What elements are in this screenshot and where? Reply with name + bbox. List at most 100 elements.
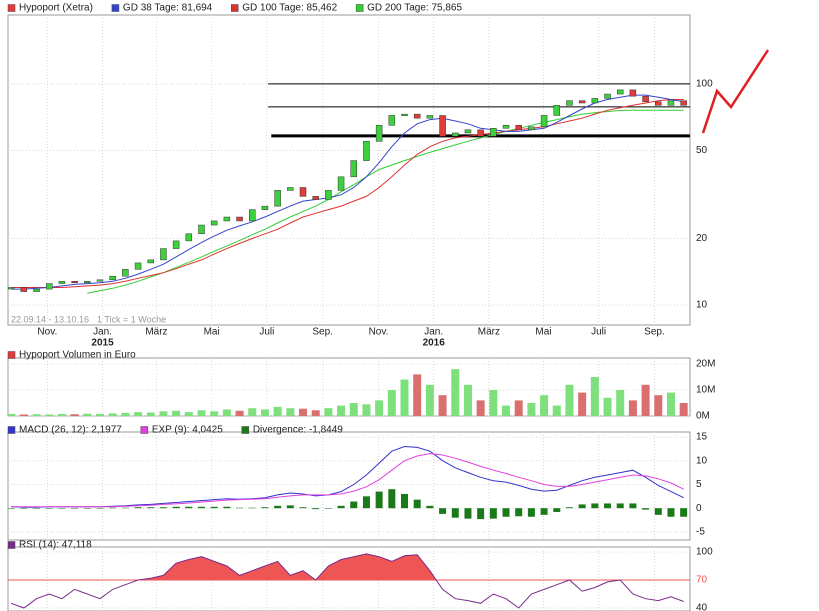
- volume-bar: [311, 410, 320, 416]
- candle: [604, 93, 611, 99]
- legend-label: EXP (9): 4,0425: [152, 425, 223, 436]
- volume-bar: [83, 413, 92, 416]
- divergence-bar: [591, 503, 599, 509]
- candle: [299, 187, 307, 197]
- x-year-label: 2015: [91, 338, 114, 349]
- candle: [20, 287, 28, 292]
- legend-swatch: [7, 351, 16, 359]
- y-tick-label: 100: [696, 547, 713, 558]
- x-tick-label: Nov.: [369, 327, 389, 338]
- divergence-bar: [642, 508, 650, 510]
- candle: [375, 125, 383, 142]
- legend-label: Hypoport (Xetra): [19, 3, 93, 14]
- volume-bar: [425, 384, 434, 416]
- volume-bar: [134, 412, 143, 416]
- candle: [680, 100, 687, 106]
- divergence-bar: [71, 508, 79, 509]
- candle: [287, 187, 294, 191]
- panel-title: Hypoport Volumen in Euro: [19, 350, 136, 361]
- y-tick-label: 5: [696, 479, 702, 490]
- y-tick-label: 0: [696, 503, 702, 514]
- divergence-bar: [350, 501, 358, 509]
- candle: [502, 125, 510, 129]
- divergence-bar: [58, 508, 66, 509]
- divergence-bar: [96, 508, 104, 509]
- volume-bar: [235, 410, 244, 416]
- y-tick-label: 15: [696, 432, 708, 443]
- divergence-bar: [616, 503, 624, 509]
- volume-bar: [387, 389, 396, 416]
- volume-bar: [514, 400, 523, 416]
- y-tick-label: -5: [696, 527, 705, 538]
- x-tick-label: Juli: [591, 327, 606, 338]
- divergence-bar: [33, 508, 41, 509]
- divergence-bar: [324, 508, 332, 509]
- divergence-bar: [565, 507, 573, 509]
- candle: [401, 113, 408, 116]
- candle: [122, 269, 129, 277]
- candle: [350, 160, 358, 178]
- legend-label: GD 100 Tage: 85,462: [242, 3, 337, 14]
- divergence-bar: [159, 507, 167, 509]
- volume-bar: [641, 384, 650, 416]
- y-tick-label: 20: [696, 233, 708, 244]
- legend-label: Divergence: -1,8449: [253, 425, 343, 436]
- candle: [553, 105, 561, 116]
- divergence-bar: [286, 505, 294, 509]
- divergence-bar: [45, 508, 53, 509]
- candle: [655, 101, 662, 106]
- panel-frame: [7, 14, 691, 326]
- candle: [566, 100, 573, 106]
- series-line: [11, 94, 684, 290]
- candle: [578, 100, 586, 104]
- volume-bar: [210, 411, 219, 416]
- volume-bar: [108, 413, 117, 416]
- legend-swatch: [7, 541, 16, 549]
- legend-swatch: [355, 4, 364, 12]
- y-tick-label: 20M: [696, 359, 715, 370]
- legend-swatch: [140, 426, 149, 434]
- candle: [439, 115, 446, 137]
- volume-bar: [70, 414, 79, 416]
- candle: [363, 141, 370, 161]
- candle: [528, 126, 535, 131]
- volume-bar: [45, 414, 54, 416]
- candle: [629, 89, 637, 97]
- x-tick-label: März: [145, 327, 167, 338]
- volume-bar: [159, 411, 168, 416]
- candle: [223, 216, 231, 222]
- divergence-bar: [83, 508, 91, 509]
- candle: [160, 248, 167, 261]
- divergence-bar: [451, 508, 459, 518]
- legend-swatch: [241, 426, 250, 434]
- divergence-bar: [109, 507, 117, 509]
- volume-bar: [463, 384, 472, 416]
- panel-frame: [7, 546, 691, 611]
- candle: [134, 262, 142, 270]
- divergence-bar: [401, 493, 409, 509]
- y-tick-label: 0M: [696, 411, 710, 422]
- divergence-bar: [261, 507, 269, 509]
- volume-bar: [248, 408, 257, 416]
- volume-bar: [666, 392, 675, 416]
- volume-bar: [273, 406, 282, 416]
- volume-bar: [413, 374, 422, 416]
- panel-frame: [7, 357, 691, 417]
- divergence-bar: [578, 504, 586, 509]
- divergence-bar: [667, 508, 675, 517]
- legend-label: MACD (26, 12): 2,1977: [19, 425, 122, 436]
- x-tick-label: Sep.: [644, 327, 665, 338]
- divergence-bar: [236, 507, 244, 509]
- volume-bar: [146, 412, 155, 416]
- volume-bar: [476, 400, 485, 416]
- legend-label: GD 200 Tage: 75,865: [367, 3, 462, 14]
- candle: [109, 275, 116, 281]
- candle: [33, 288, 40, 292]
- volume-bar: [337, 405, 346, 416]
- series-line: [11, 99, 684, 288]
- divergence-bar: [527, 508, 535, 517]
- candle: [515, 125, 522, 131]
- divergence-bar: [553, 508, 561, 512]
- divergence-bar: [629, 503, 637, 509]
